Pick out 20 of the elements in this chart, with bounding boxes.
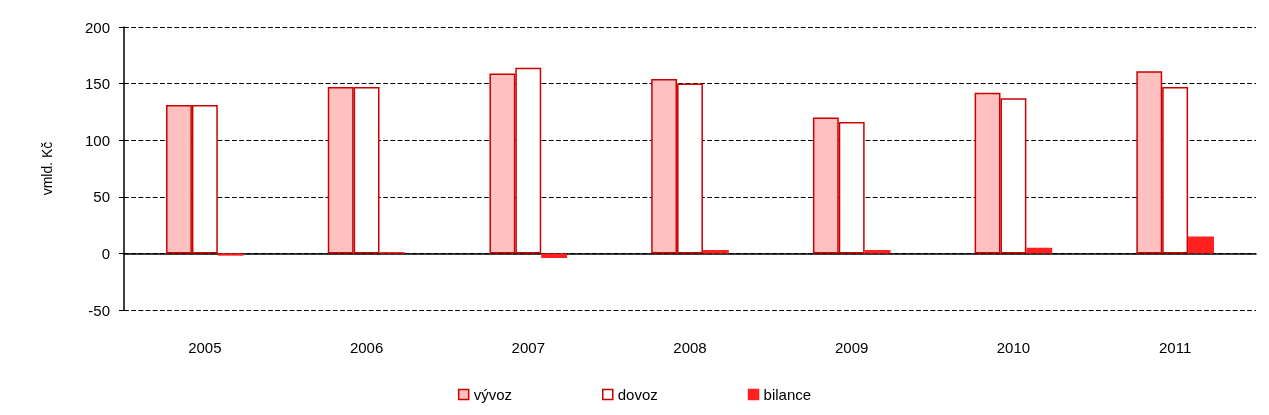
y-tick-label: 150 xyxy=(84,75,110,93)
legend-label: vývoz xyxy=(473,386,513,403)
x-tick-label: 2008 xyxy=(673,339,707,356)
y-tick-label: 100 xyxy=(84,131,110,149)
y-tick-label: -50 xyxy=(88,301,110,319)
bar xyxy=(1188,236,1214,254)
x-tick-label: 2007 xyxy=(511,339,545,356)
bar xyxy=(1026,247,1053,254)
x-tick-label: 2005 xyxy=(188,339,222,356)
x-tick-label: 2010 xyxy=(996,339,1031,356)
y-tick-label: 0 xyxy=(101,244,110,262)
x-tick-label: 2011 xyxy=(1159,339,1192,356)
x-tick-label: 2006 xyxy=(349,339,384,356)
bar xyxy=(541,253,568,258)
legend-label: bilance xyxy=(763,386,812,403)
x-tick-label: 2009 xyxy=(835,339,869,356)
y-tick-label: 50 xyxy=(93,188,110,206)
y-tick-label: 200 xyxy=(84,18,110,36)
y-axis-title: vmld. Kč xyxy=(39,141,55,196)
legend-label: dovoz xyxy=(617,386,658,403)
